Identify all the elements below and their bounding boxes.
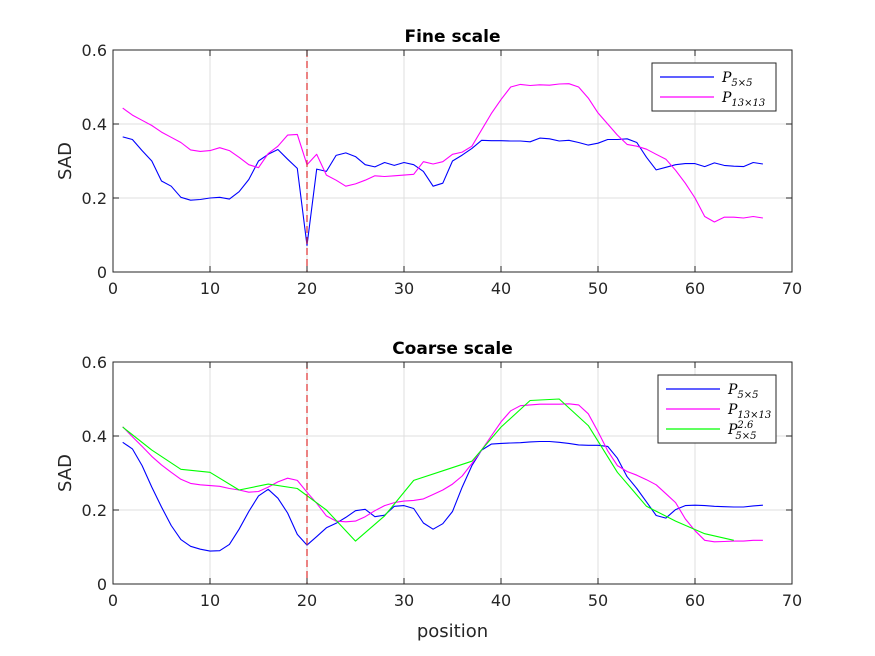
x-tick-label: 40	[491, 591, 511, 610]
legend-label: P2.6 5×5	[727, 420, 756, 442]
legend-subscript: 13×13	[737, 410, 771, 421]
legend-box	[651, 62, 777, 112]
x-tick-label: 50	[588, 279, 608, 298]
x-tick-label: 20	[297, 591, 317, 610]
y-tick-label: 0.2	[82, 501, 107, 520]
x-tick-label: 40	[491, 279, 511, 298]
x-tick-label: 10	[200, 279, 220, 298]
series-line	[122, 440, 763, 552]
series-line	[122, 403, 763, 543]
series-line	[122, 83, 763, 223]
y-tick-label: 0.2	[82, 189, 107, 208]
y-tick-label: 0.4	[82, 427, 107, 446]
coarse-scale-panel: 0 10 20 30 40 50 60 70 0 0.2 0.4 0.6 Coarse scale SAD…	[55, 339, 802, 642]
x-tick-label: 30	[394, 591, 414, 610]
x-tick-label: 10	[200, 591, 220, 610]
y-axis-label: SAD	[55, 142, 76, 180]
x-tick-label: 60	[685, 591, 705, 610]
chart-title: Fine scale	[404, 27, 500, 47]
y-axis-label: SAD	[55, 454, 76, 492]
x-tick-label: 70	[782, 591, 802, 610]
legend-subscript: 5×5	[731, 78, 752, 89]
legend-superscript: 2.6	[736, 420, 754, 431]
axes-frame	[112, 361, 793, 585]
y-tick-label: 0.6	[82, 41, 107, 60]
series-line	[122, 136, 763, 246]
legend-subscript: 5×5	[737, 390, 758, 401]
y-tick-label: 0	[97, 575, 107, 594]
x-tick-label: 50	[588, 591, 608, 610]
y-tick-label: 0.4	[82, 115, 107, 134]
x-tick-label: 20	[297, 279, 317, 298]
chart-title: Coarse scale	[392, 339, 513, 359]
y-tick-label: 0	[97, 263, 107, 282]
axes-frame	[112, 49, 793, 273]
x-tick-label: 0	[108, 279, 118, 298]
legend-subscript: 13×13	[731, 98, 765, 109]
x-axis-label: position	[417, 621, 488, 642]
x-tick-label: 0	[108, 591, 118, 610]
y-tick-label: 0.6	[82, 353, 107, 372]
x-tick-label: 30	[394, 279, 414, 298]
legend-subscript: 5×5	[735, 431, 756, 442]
series-line	[122, 398, 734, 542]
x-tick-label: 70	[782, 279, 802, 298]
x-tick-label: 60	[685, 279, 705, 298]
